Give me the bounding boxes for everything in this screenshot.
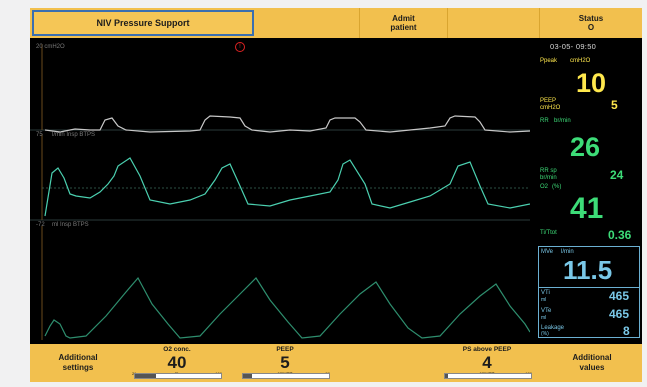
o2-scale-fill (135, 374, 156, 378)
flow-scale-top: 75 (36, 132, 43, 138)
alarm-bell-icon[interactable]: ! (235, 42, 245, 52)
status-label: Status (578, 14, 604, 23)
ppeak-unit: cmH2O (570, 58, 591, 64)
ps-scale-fill (445, 374, 448, 378)
waveform-area (30, 44, 530, 340)
status-value: O (587, 23, 595, 32)
top-bar-empty-slot (256, 8, 360, 38)
peep-scale-bar (242, 373, 330, 379)
leakage-unit: (%) (541, 331, 549, 337)
top-bar: NIV Pressure Support Admit patient Status… (30, 8, 642, 38)
ti-ttot-label: Ti/Ttot (540, 230, 557, 236)
vti-unit: ml (541, 297, 547, 303)
flow-waveform-label: l/min Insp BTPS (52, 132, 96, 138)
admit-label: Admit (392, 14, 415, 23)
vte-value: 465 (609, 307, 630, 321)
volume-waveform-label: ml Insp BTPS (52, 222, 89, 228)
date-time: 03-05- 09:50 (550, 42, 597, 51)
o2-unit: (%) (552, 184, 562, 190)
mve-value: 11.5 (563, 255, 613, 285)
vti-label: VTi (541, 290, 550, 296)
mve-unit: l/min (561, 249, 574, 255)
peep-unit: cmH2O (540, 105, 561, 111)
pressure-waveform-label: 20 cmH2O (36, 44, 65, 50)
rrsp-unit: br/min (540, 175, 557, 181)
volume-values-box: MVe l/min 11.5 VTi ml 465 VTe ml 465 Lea… (538, 246, 640, 338)
ps-scale-bar (444, 373, 532, 379)
rr-unit: br/min (554, 118, 571, 124)
rrsp-value: 24 (610, 168, 624, 182)
ppeak-label: Ppeak (540, 58, 558, 64)
additional-settings-line1: Additional (58, 353, 98, 362)
ps-above-peep-label: PS above PEEP (462, 346, 512, 353)
vte-unit: ml (541, 315, 547, 321)
vti-value: 465 (609, 289, 630, 303)
mve-label: MVe (541, 249, 554, 255)
o2-conc-setting[interactable]: O2 conc. 40 % 21 100 (130, 344, 224, 382)
o2-conc-value: 40 (167, 353, 187, 372)
leakage-value: 8 (623, 324, 630, 338)
volume-waveform (44, 276, 530, 339)
ps-above-peep-setting[interactable]: PS above PEEP 4 cmH2O 120 (440, 344, 534, 382)
ppeak-value: 10 (576, 68, 607, 98)
ventilation-mode-button[interactable]: NIV Pressure Support (32, 10, 254, 36)
admit-patient-button[interactable]: Admit patient (360, 8, 448, 38)
flow-waveform (44, 157, 530, 217)
top-bar-empty-slot-2 (448, 8, 540, 38)
leakage-label: Leakage (541, 325, 565, 331)
rr-label: RR (540, 118, 549, 124)
peep-value: 5 (611, 98, 618, 112)
peep-setting-value: 5 (280, 353, 290, 372)
rr-value: 26 (570, 132, 601, 162)
ti-ttot-value: 0.36 (608, 228, 632, 242)
o2-scale-bar (134, 373, 222, 379)
o2-value: 41 (570, 192, 604, 225)
ps-above-peep-value: 4 (482, 353, 492, 372)
additional-settings-line2: settings (62, 363, 94, 372)
peep-label: PEEP (540, 98, 557, 104)
status-button[interactable]: Status O (540, 8, 642, 38)
peep-setting[interactable]: PEEP 5 cmH2O 50 (238, 344, 332, 382)
volume-scale-top: -72 (36, 222, 45, 228)
mve-divider (539, 287, 639, 288)
peep-scale-fill (243, 374, 252, 378)
o2-label: O2 (540, 184, 549, 190)
additional-values-line2: values (579, 363, 605, 372)
additional-settings-button[interactable]: Additional settings (30, 344, 126, 382)
vte-label: VTe (541, 308, 552, 314)
ventilator-screen: NIV Pressure Support Admit patient Status… (30, 8, 642, 382)
additional-values-button[interactable]: Additional values (542, 344, 642, 382)
additional-values-line1: Additional (572, 353, 612, 362)
peep-setting-label: PEEP (276, 346, 294, 353)
pressure-waveform (44, 115, 530, 133)
o2-conc-label: O2 conc. (163, 346, 191, 353)
patient-label: patient (390, 23, 417, 32)
rrsp-label: RR sp (540, 168, 557, 174)
